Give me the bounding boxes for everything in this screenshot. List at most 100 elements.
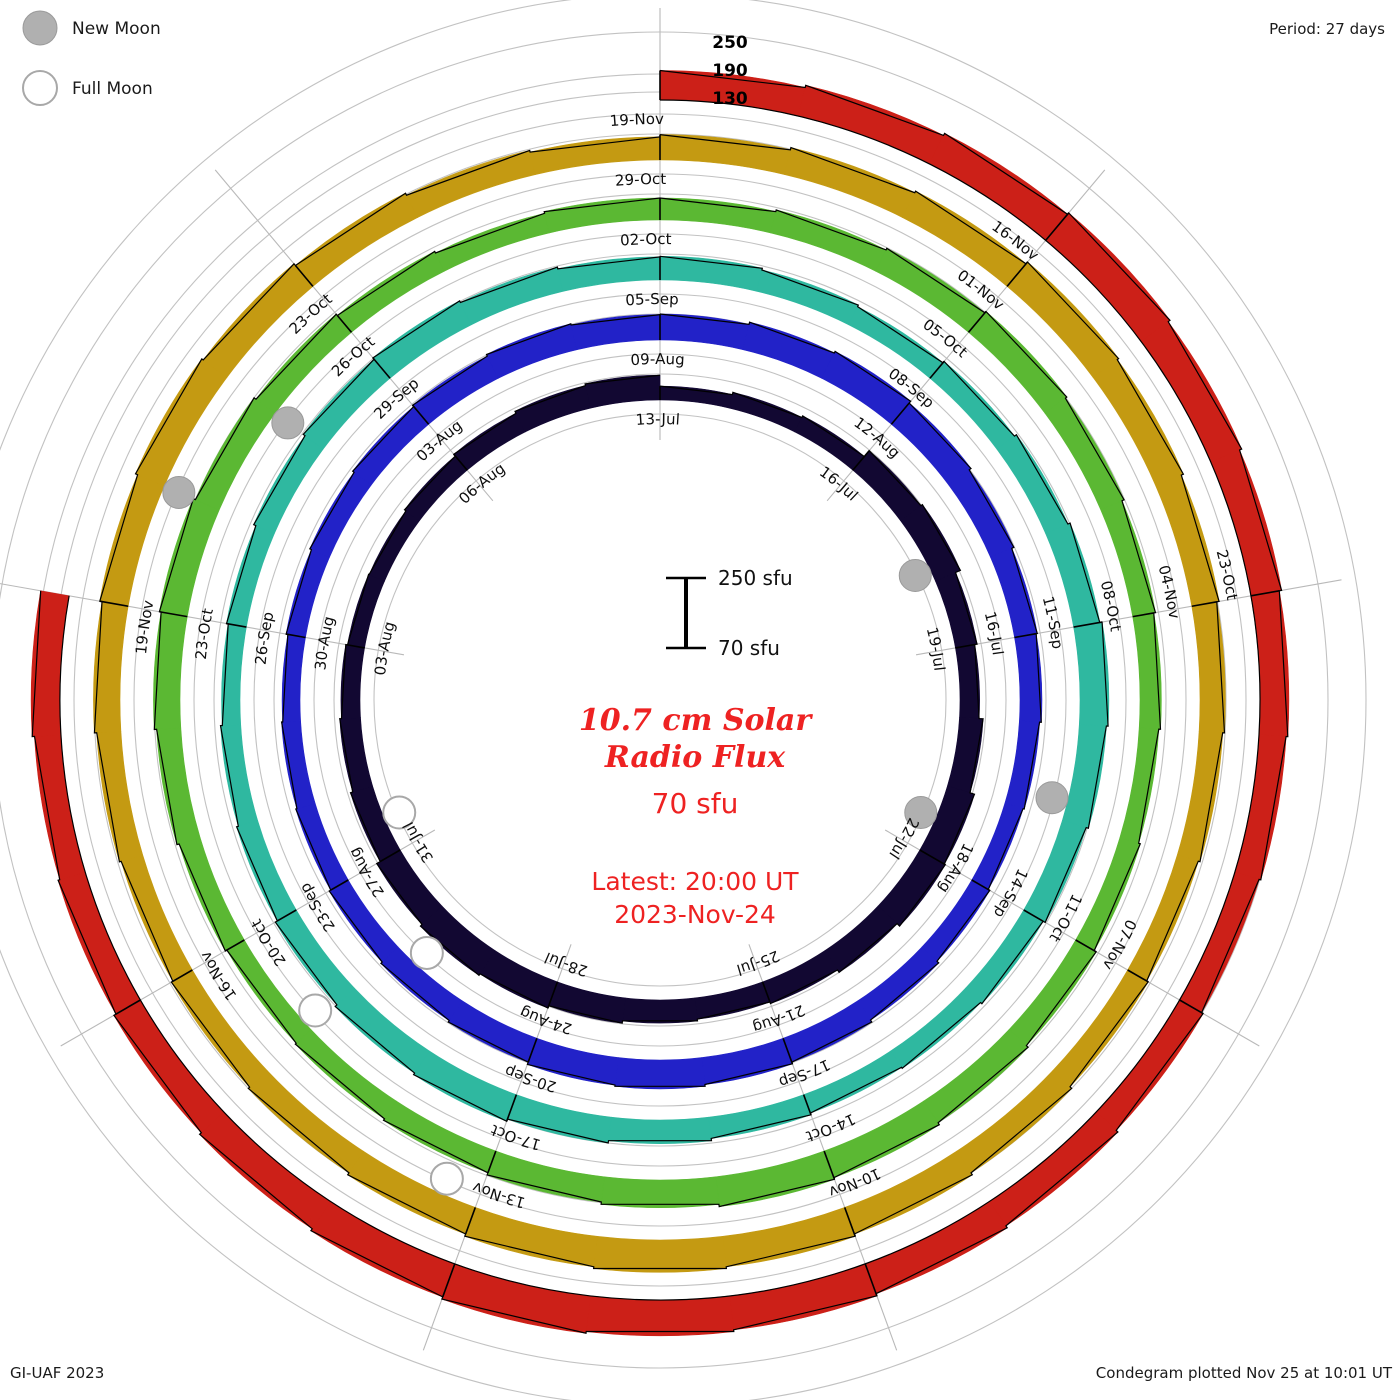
flux-day-segment: [965, 909, 1044, 1005]
latest-time-label: Latest: 20:00 UT: [591, 867, 799, 896]
radial-scale-ticks: 250 190 130: [712, 33, 748, 109]
new-moon-marker: [1035, 781, 1069, 815]
flux-day-segment: [1044, 397, 1125, 511]
ring-date-label: 14-Oct: [804, 1110, 858, 1146]
ring-date-label: 19-Nov: [609, 110, 664, 130]
ring-date-label: 21-Aug: [751, 1001, 808, 1037]
footer-credits: GI-UAF 2023 Condegram plotted Nov 25 at …: [10, 1364, 1393, 1382]
flux-profile-outline: [31, 69, 1289, 1334]
new-moon-marker: [271, 406, 305, 440]
flux-day-segment: [1014, 633, 1043, 723]
flux-day-segment: [890, 987, 982, 1069]
flux-rings: [30, 69, 1290, 1337]
credit-right: Condegram plotted Nov 25 at 10:01 UT: [1096, 1364, 1393, 1382]
flux-day-segment: [1061, 724, 1107, 829]
flux-day-segment: [281, 720, 316, 810]
flux-profile-outline: [153, 197, 1162, 1208]
scale-tick-250: 250: [712, 33, 748, 53]
ring-date-label: 05-Sep: [625, 290, 679, 309]
flux-day-segment: [406, 150, 536, 218]
moon-markers: [162, 406, 1069, 1196]
flux-day-segment: [729, 1263, 878, 1331]
full-moon-marker: [429, 1161, 464, 1196]
flux-day-segment: [404, 455, 468, 522]
new-moon-marker: [898, 559, 932, 593]
ring-date-label: 03-Aug: [371, 620, 399, 677]
flux-day-segment: [948, 469, 1015, 558]
scale-tick-190: 190: [712, 61, 748, 81]
flux-day-segment: [220, 724, 259, 827]
flux-day-segment: [334, 987, 430, 1074]
center-title-line1: 10.7 cm Solar: [579, 703, 813, 738]
flux-day-segment: [1234, 734, 1287, 881]
new-moon-legend-label: New Moon: [72, 19, 161, 39]
flux-day-segment: [340, 644, 365, 719]
flux-profile-outline: [93, 134, 1226, 1270]
flux-day-segment: [622, 997, 698, 1024]
ring-date-label: 09-Aug: [630, 350, 685, 369]
new-moon-icon: [22, 10, 58, 46]
flux-day-segment: [435, 212, 550, 272]
flux-day-segment: [34, 734, 86, 881]
flux-day-segment: [770, 209, 887, 272]
flux-day-segment: [376, 849, 443, 925]
flux-day-segment: [412, 355, 499, 425]
flux-day-segment: [608, 1116, 712, 1144]
flux-profile-outline: [280, 313, 1042, 1087]
flux-day-segment: [368, 510, 420, 582]
ring-date-label: 29-Oct: [614, 170, 666, 190]
ring-date-label: 02-Oct: [619, 230, 671, 250]
new-moon-marker: [162, 475, 196, 509]
flux-day-segment: [253, 435, 324, 535]
full-moon-icon: [22, 70, 58, 106]
flux-day-segment: [923, 1028, 1029, 1124]
sfu-scale-bar: 250 sfu 70 sfu: [666, 566, 793, 660]
flux-day-segment: [593, 1236, 727, 1273]
flux-day-segment: [153, 611, 188, 730]
flux-day-segment: [413, 1050, 517, 1122]
scale-tick-130: 130: [712, 89, 748, 109]
flux-day-segment: [715, 1150, 835, 1207]
flux-day-segment: [236, 820, 297, 922]
flux-profile-outline: [338, 374, 984, 1024]
full-moon-marker: [382, 795, 417, 830]
flux-day-segment: [459, 266, 564, 326]
flux-day-segment: [947, 717, 984, 794]
ring-date-label: 13-Jul: [635, 410, 680, 429]
flux-day-segment: [372, 300, 472, 379]
center-annotation: 250 sfu 70 sfu 10.7 cm Solar Radio Flux …: [579, 566, 813, 929]
flux-day-segment: [352, 406, 430, 486]
flux-day-segment: [756, 269, 859, 326]
flux-day-segment: [194, 397, 276, 511]
scale-bar-bottom-label: 70 sfu: [718, 636, 780, 660]
period-label: Period: 27 days: [1269, 20, 1385, 38]
ring-date-label: 26-Sep: [252, 610, 278, 665]
flux-profile-outline: [219, 255, 1109, 1144]
flux-day-segment: [784, 147, 916, 218]
ring-date-label: 16-Jul: [981, 610, 1007, 657]
flux-day-segment: [441, 1263, 591, 1334]
flux-day-segment: [659, 256, 763, 292]
flux-day-segment: [1119, 727, 1160, 844]
credit-left: GI-UAF 2023: [10, 1364, 104, 1382]
period-annotation: Period: 27 days: [1269, 20, 1385, 38]
ring-date-label: 23-Oct: [192, 607, 217, 661]
flux-day-segment: [890, 402, 972, 486]
flux-day-segment: [996, 434, 1069, 535]
full-moon-marker: [409, 935, 444, 970]
full-moon-marker: [298, 993, 333, 1028]
flux-day-segment: [156, 727, 201, 845]
flux-day-segment: [96, 731, 144, 863]
flux-day-segment: [742, 321, 835, 379]
flux-day-segment: [823, 1100, 940, 1179]
scale-bar-top-label: 250 sfu: [718, 566, 793, 590]
flux-day-segment: [585, 1295, 735, 1337]
center-title-line2: Radio Flux: [604, 740, 786, 775]
flux-day-segment: [486, 323, 578, 379]
new-moon-marker: [904, 795, 938, 829]
flux-day-segment: [383, 1100, 497, 1174]
center-current-value: 70 sfu: [652, 787, 739, 820]
flux-day-segment: [159, 498, 220, 617]
